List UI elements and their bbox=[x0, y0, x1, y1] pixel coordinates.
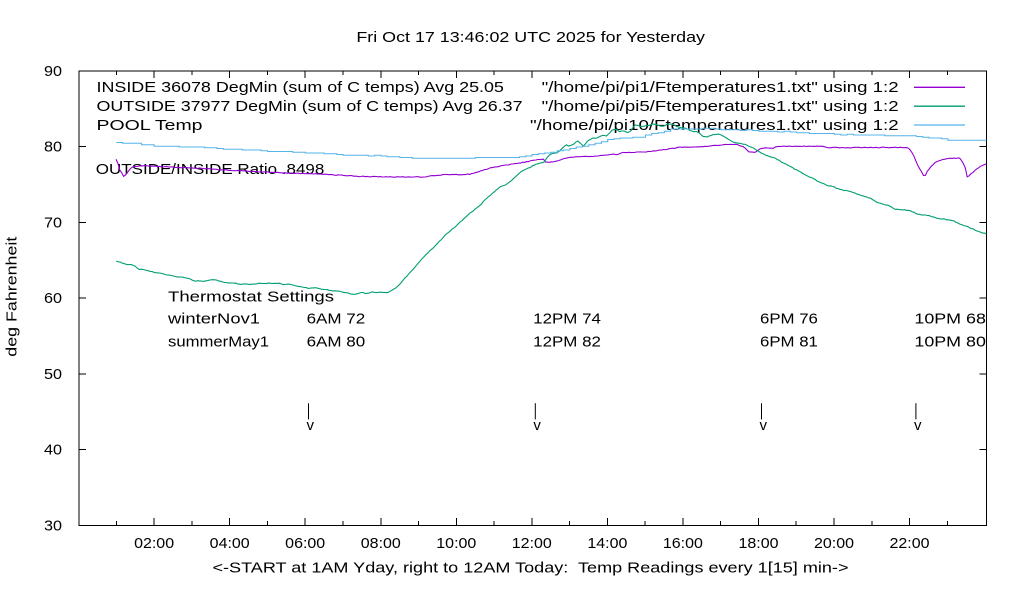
svg-text:16:00: 16:00 bbox=[663, 535, 703, 552]
svg-text:40: 40 bbox=[44, 442, 62, 459]
svg-text:6AM 72: 6AM 72 bbox=[307, 311, 366, 328]
svg-text:"/home/pi/pi10/Ftemperatures1.: "/home/pi/pi10/Ftemperatures1.txt" using… bbox=[530, 117, 899, 134]
svg-text:12PM 82: 12PM 82 bbox=[533, 334, 601, 351]
svg-text:10PM 68: 10PM 68 bbox=[914, 311, 986, 328]
svg-text:Thermostat Settings: Thermostat Settings bbox=[168, 288, 334, 305]
svg-text:summerMay1: summerMay1 bbox=[168, 334, 269, 351]
svg-text:04:00: 04:00 bbox=[210, 535, 250, 552]
svg-text:08:00: 08:00 bbox=[361, 535, 401, 552]
svg-text:"/home/pi/pi5/Ftemperatures1.t: "/home/pi/pi5/Ftemperatures1.txt" using … bbox=[542, 98, 899, 115]
svg-text:30: 30 bbox=[44, 517, 62, 534]
svg-text:20:00: 20:00 bbox=[814, 535, 854, 552]
svg-text:v: v bbox=[914, 417, 922, 434]
svg-text:70: 70 bbox=[44, 214, 62, 231]
svg-text:50: 50 bbox=[44, 366, 62, 383]
svg-text:18:00: 18:00 bbox=[739, 535, 779, 552]
svg-text:14:00: 14:00 bbox=[587, 535, 627, 552]
svg-text:12:00: 12:00 bbox=[512, 535, 552, 552]
svg-text:10PM 80: 10PM 80 bbox=[914, 334, 986, 351]
svg-text:02:00: 02:00 bbox=[134, 535, 174, 552]
svg-text:v: v bbox=[533, 417, 541, 434]
svg-text:6PM 81: 6PM 81 bbox=[760, 334, 818, 351]
svg-text:v: v bbox=[307, 417, 315, 434]
svg-text:90: 90 bbox=[44, 63, 62, 80]
svg-text:Fri Oct 17 13:46:02 UTC 2025 f: Fri Oct 17 13:46:02 UTC 2025 for Yesterd… bbox=[356, 29, 705, 46]
svg-text:"/home/pi/pi1/Ftemperatures1.t: "/home/pi/pi1/Ftemperatures1.txt" using … bbox=[542, 79, 899, 96]
svg-text:6PM 76: 6PM 76 bbox=[760, 311, 818, 328]
svg-text:v: v bbox=[760, 417, 768, 434]
svg-text:winterNov1: winterNov1 bbox=[167, 311, 260, 328]
svg-text:60: 60 bbox=[44, 290, 62, 307]
svg-text:22:00: 22:00 bbox=[890, 535, 930, 552]
svg-text:INSIDE 36078 DegMin (sum of C: INSIDE 36078 DegMin (sum of C temps) Avg… bbox=[97, 79, 504, 96]
svg-text:10:00: 10:00 bbox=[436, 535, 476, 552]
svg-text:12PM 74: 12PM 74 bbox=[533, 311, 601, 328]
svg-text:80: 80 bbox=[44, 139, 62, 156]
svg-text:deg Fahrenheit: deg Fahrenheit bbox=[4, 236, 21, 357]
svg-text:<-START at 1AM Yday, right to: <-START at 1AM Yday, right to 12AM Today… bbox=[213, 560, 849, 577]
svg-text:06:00: 06:00 bbox=[285, 535, 325, 552]
svg-text:6AM 80: 6AM 80 bbox=[307, 334, 366, 351]
svg-text:POOL Temp: POOL Temp bbox=[97, 117, 203, 134]
svg-text:OUTSIDE 37977 DegMin (sum of C: OUTSIDE 37977 DegMin (sum of C temps) Av… bbox=[97, 98, 523, 115]
